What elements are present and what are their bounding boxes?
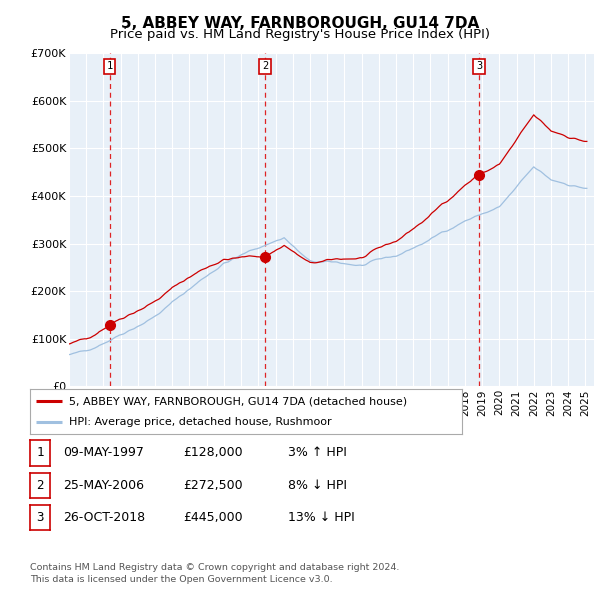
Text: £445,000: £445,000 — [183, 511, 242, 525]
Text: 1: 1 — [37, 446, 44, 460]
Text: 3% ↑ HPI: 3% ↑ HPI — [288, 446, 347, 460]
Text: 2: 2 — [262, 61, 268, 71]
Text: This data is licensed under the Open Government Licence v3.0.: This data is licensed under the Open Gov… — [30, 575, 332, 584]
Text: 13% ↓ HPI: 13% ↓ HPI — [288, 511, 355, 525]
Text: 25-MAY-2006: 25-MAY-2006 — [63, 478, 144, 492]
Text: 8% ↓ HPI: 8% ↓ HPI — [288, 478, 347, 492]
Text: 5, ABBEY WAY, FARNBOROUGH, GU14 7DA (detached house): 5, ABBEY WAY, FARNBOROUGH, GU14 7DA (det… — [69, 396, 407, 407]
Text: 1: 1 — [106, 61, 113, 71]
Text: 5, ABBEY WAY, FARNBOROUGH, GU14 7DA: 5, ABBEY WAY, FARNBOROUGH, GU14 7DA — [121, 16, 479, 31]
Text: £128,000: £128,000 — [183, 446, 242, 460]
Text: Contains HM Land Registry data © Crown copyright and database right 2024.: Contains HM Land Registry data © Crown c… — [30, 563, 400, 572]
Text: 09-MAY-1997: 09-MAY-1997 — [63, 446, 144, 460]
Text: 26-OCT-2018: 26-OCT-2018 — [63, 511, 145, 525]
Text: Price paid vs. HM Land Registry's House Price Index (HPI): Price paid vs. HM Land Registry's House … — [110, 28, 490, 41]
Text: 3: 3 — [37, 511, 44, 525]
Text: HPI: Average price, detached house, Rushmoor: HPI: Average price, detached house, Rush… — [69, 417, 332, 427]
Text: 2: 2 — [37, 478, 44, 492]
Text: 3: 3 — [476, 61, 482, 71]
Text: £272,500: £272,500 — [183, 478, 242, 492]
